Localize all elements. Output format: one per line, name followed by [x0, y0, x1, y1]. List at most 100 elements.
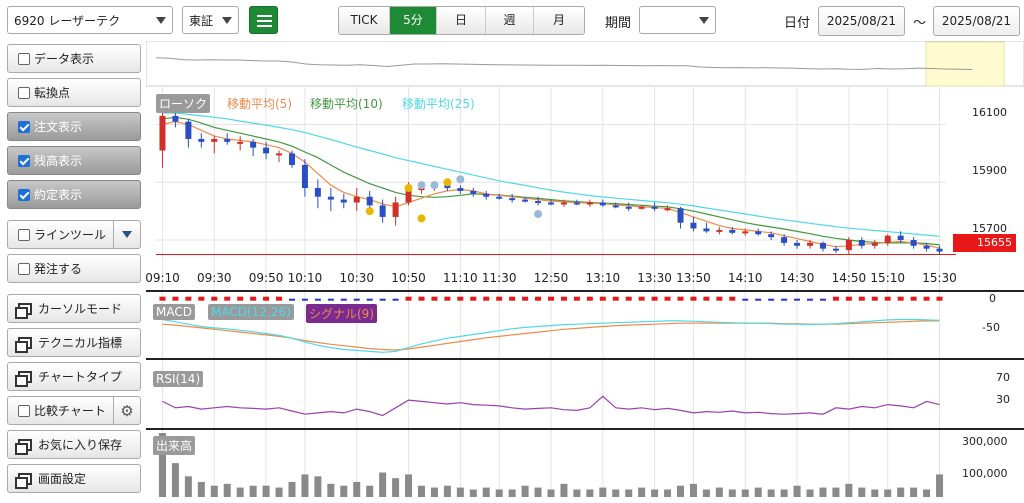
overview-window	[925, 41, 1005, 87]
candle-body	[884, 235, 891, 243]
volume-bar	[430, 487, 438, 497]
sidebar-item-place-order[interactable]: 発注する	[7, 254, 141, 283]
chart-canvas[interactable]: 09:10 09:30 09:50 10:10 10:30 10:50 11:10 11:30…	[145, 40, 1024, 500]
sidebar-item-label: 注文表示	[34, 120, 83, 134]
volume-bar	[275, 487, 283, 497]
volume-bar	[780, 489, 788, 497]
volume-bar	[340, 485, 348, 497]
candle-body	[444, 185, 451, 189]
volume-bar	[702, 489, 710, 497]
x-tick-label: 09:50	[249, 271, 284, 285]
macd-histogram-bar	[845, 296, 852, 301]
volume-bar	[664, 489, 672, 497]
sidebar-item-label: お気に入り保存	[38, 438, 123, 452]
macd-histogram-bar	[703, 296, 710, 301]
sidebar-item-favorite-save[interactable]: お気に入り保存	[7, 430, 141, 459]
execution-marker	[430, 181, 439, 190]
execution-marker	[417, 181, 426, 190]
x-tick-label: 10:30	[339, 271, 374, 285]
tab-daily[interactable]: 日	[437, 7, 486, 34]
macd-histogram-bar	[211, 296, 218, 301]
rsi-label: RSI(14)	[153, 371, 204, 387]
candle-body	[910, 240, 917, 246]
sidebar-item-execution-display[interactable]: 約定表示	[7, 180, 141, 209]
x-tick-label: 11:30	[482, 271, 517, 285]
candle-body	[301, 164, 308, 189]
gear-icon[interactable]: ⚙	[113, 397, 140, 424]
candle-body	[211, 138, 218, 142]
sidebar-item-chart-type[interactable]: チャートタイプ	[7, 362, 141, 391]
date-to-field[interactable]: 2025/08/21	[933, 6, 1020, 36]
candle-body	[288, 153, 295, 165]
execution-marker	[417, 214, 426, 223]
execution-marker	[365, 207, 374, 216]
macd-histogram-bar	[366, 298, 373, 301]
candle-body	[457, 188, 464, 191]
candle-body	[366, 196, 373, 206]
timeframe-tabs: TICK 5分 日 週 月	[338, 6, 585, 35]
volume-bar	[741, 489, 749, 497]
volume-bar	[443, 485, 451, 497]
macd-histogram-bar	[431, 296, 438, 301]
sidebar-item-technical[interactable]: テクニカル指標	[7, 328, 141, 357]
legend-ma5: 移動平均(5)	[227, 97, 292, 111]
chart-area[interactable]: 09:10 09:30 09:50 10:10 10:30 10:50 11:10 11:30…	[145, 40, 1024, 500]
candle-body	[897, 235, 904, 241]
candle-body	[327, 196, 334, 200]
x-tick-label: 14:10	[728, 271, 763, 285]
macd-histogram-bar	[483, 296, 490, 301]
sidebar-item-data-display[interactable]: データ表示	[7, 44, 141, 73]
line-tool-dropdown[interactable]	[113, 221, 140, 248]
macd-histogram-bar	[871, 296, 878, 301]
macd-histogram-bar	[263, 296, 270, 301]
checkbox-icon	[18, 228, 30, 241]
volume-bar	[910, 487, 918, 497]
macd-histogram-bar	[535, 296, 542, 301]
volume-bar	[456, 487, 464, 497]
macd-histogram-bar	[729, 296, 736, 301]
macd-histogram-bar	[353, 298, 360, 301]
sidebar-item-turning-point[interactable]: 転換点	[7, 78, 141, 107]
checkbox-icon	[18, 262, 30, 275]
sidebar-item-cursor-mode[interactable]: カーソルモード	[7, 294, 141, 323]
volume-bar	[301, 474, 309, 497]
candle-body	[548, 202, 554, 205]
macd-histogram-bar	[548, 296, 554, 301]
sidebar-item-balance-display[interactable]: 残高表示	[7, 146, 141, 175]
sidebar-item-screen-settings[interactable]: 画面設定	[7, 464, 141, 493]
volume-bar	[547, 489, 555, 497]
date-from-field[interactable]: 2025/08/21	[818, 6, 905, 36]
chart-background	[146, 41, 1024, 500]
sidebar-item-order-display[interactable]: 注文表示	[7, 112, 141, 141]
period-select[interactable]	[639, 6, 716, 34]
sidebar-item-compare[interactable]: 比較チャート ⚙	[7, 396, 141, 425]
candle-body	[845, 240, 852, 251]
candle-body	[483, 193, 490, 197]
x-tick-label: 10:10	[288, 271, 323, 285]
symbol-select[interactable]: 6920 レーザーテク	[7, 6, 173, 34]
macd-histogram-bar	[237, 296, 244, 301]
period-label: 期間	[605, 16, 632, 31]
macd-histogram-bar	[496, 296, 503, 301]
legend-ma10: 移動平均(10)	[310, 97, 383, 111]
candle-body	[353, 196, 360, 203]
sidebar-item-line-tool[interactable]: ラインツール	[7, 220, 141, 249]
list-menu-button[interactable]	[249, 6, 278, 34]
tab-5min[interactable]: 5分	[390, 7, 437, 34]
tab-tick[interactable]: TICK	[339, 7, 390, 34]
macd-histogram-bar	[884, 296, 891, 301]
candle-body	[729, 229, 736, 233]
macd-histogram-bar	[509, 296, 516, 301]
y-tick-label: 16100	[972, 106, 1007, 119]
candle-body	[535, 201, 542, 204]
macd-histogram-bar	[288, 298, 295, 301]
candle-body	[832, 248, 839, 251]
chevron-down-icon	[222, 17, 232, 24]
tab-weekly[interactable]: 週	[486, 7, 534, 34]
checkbox-icon	[18, 52, 30, 65]
market-select[interactable]: 東証	[182, 6, 239, 34]
candle-body	[405, 188, 412, 203]
tab-monthly[interactable]: 月	[534, 7, 584, 34]
macd-histogram-bar	[897, 296, 904, 301]
volume-bar	[897, 487, 905, 497]
